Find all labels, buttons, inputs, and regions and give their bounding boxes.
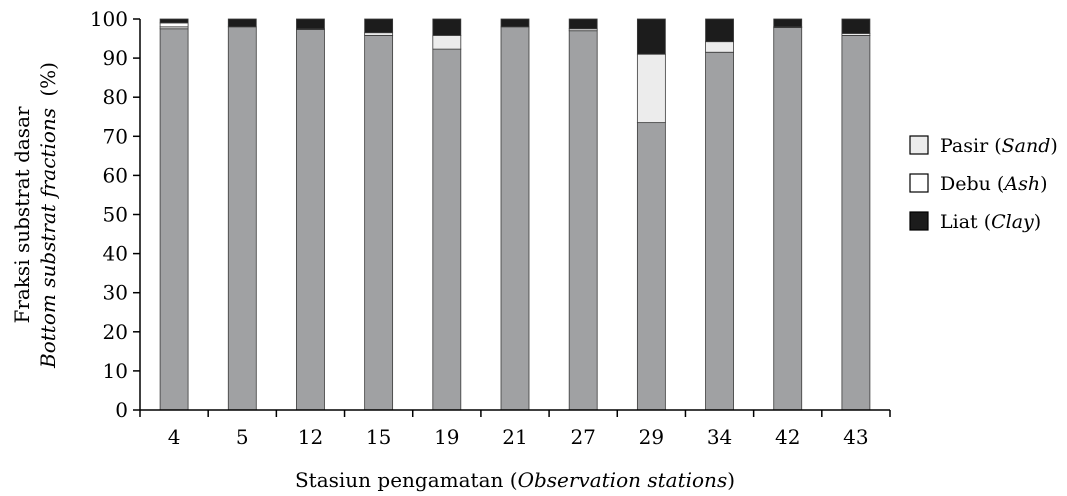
bar-segment-grey-34 (705, 51, 734, 411)
y-axis-title: Fraksi substrat dasar Bottom substrat fr… (10, 62, 60, 369)
bar-segment-sand-19 (432, 35, 462, 50)
svg-text:Fraksi substrat dasar: Fraksi substrat dasar (10, 106, 34, 324)
bar-segment-clay-15 (364, 18, 394, 34)
bar-segment-clay-4 (159, 18, 189, 24)
legend-label-ash: Debu (Ash) (940, 173, 1047, 195)
legend-swatch-ash (909, 173, 929, 193)
x-tick-label-29: 29 (639, 425, 664, 449)
bar-segment-clay-12 (296, 18, 325, 30)
x-tick-label-21: 21 (502, 425, 527, 449)
y-ticks-layer: 0 10 20 30 40 50 60 70 80 90 100 (90, 7, 140, 422)
y-tick-label-0: 0 (115, 398, 128, 422)
legend: Pasir (Sand) Debu (Ash) Liat (Clay) (909, 135, 1058, 233)
bar-segment-grey-21 (500, 26, 530, 411)
y-tick-label-60: 60 (103, 163, 128, 187)
bar-segment-grey-5 (227, 26, 257, 411)
bar-segment-grey-15 (364, 35, 394, 411)
y-axis-title-line1: Fraksi substrat dasar (10, 106, 34, 324)
bar-segment-grey-19 (432, 48, 462, 411)
y-tick-label-40: 40 (103, 242, 128, 266)
x-tick-label-12: 12 (298, 425, 323, 449)
x-tick-label-27: 27 (570, 425, 595, 449)
bar-segment-grey-4 (159, 28, 189, 411)
legend-swatch-clay (909, 211, 929, 231)
bar-segment-clay-21 (500, 18, 530, 28)
y-axis-title-line2: Bottom substrat fractions (36, 108, 60, 369)
bar-segment-grey-42 (773, 27, 803, 411)
bar-segment-sand-34 (705, 41, 734, 53)
bar-segment-grey-12 (296, 29, 325, 411)
y-tick-label-10: 10 (103, 359, 128, 383)
legend-swatch-sand (909, 135, 929, 155)
y-tick-label-30: 30 (103, 281, 128, 305)
bar-segment-grey-27 (568, 30, 598, 411)
svg-text:Bottom substrat fractions: Bottom substrat fractions (%) (36, 62, 60, 369)
bar-segment-sand-15 (364, 32, 394, 36)
bar-segment-clay-34 (705, 18, 734, 43)
bars-layer (159, 18, 871, 411)
x-tick-label-4: 4 (168, 425, 181, 449)
x-tick-label-43: 43 (843, 425, 868, 449)
y-tick-label-80: 80 (103, 85, 128, 109)
x-tick-label-19: 19 (434, 425, 459, 449)
bar-segment-grey-43 (841, 35, 871, 411)
bar-segment-clay-29 (636, 18, 666, 55)
x-tick-label-42: 42 (775, 425, 800, 449)
y-axis-title-unit: (%) (36, 62, 60, 97)
y-tick-label-50: 50 (103, 203, 128, 227)
legend-label-sand: Pasir (Sand) (940, 135, 1058, 157)
y-tick-label-70: 70 (103, 124, 128, 148)
x-tick-label-34: 34 (707, 425, 732, 449)
x-axis-title: Stasiun pengamatan (Observation stations… (295, 468, 735, 492)
bar-segment-clay-42 (773, 18, 803, 28)
x-axis-title-main: Stasiun pengamatan (295, 468, 510, 492)
x-axis-title-en: Observation stations (518, 468, 728, 492)
bar-segment-clay-5 (227, 18, 257, 28)
y-tick-label-100: 100 (90, 7, 128, 31)
bar-segment-grey-29 (636, 122, 666, 411)
y-tick-label-90: 90 (103, 46, 128, 70)
x-tick-label-5: 5 (236, 425, 249, 449)
bar-segment-clay-19 (432, 18, 462, 36)
x-tick-label-15: 15 (366, 425, 391, 449)
bar-segment-sand-29 (636, 53, 666, 124)
legend-label-clay: Liat (Clay) (940, 211, 1041, 233)
bar-segment-ash-4 (159, 22, 189, 28)
y-tick-label-20: 20 (103, 320, 128, 344)
bar-segment-clay-43 (841, 18, 871, 34)
x-ticks-layer: 4 5 12 15 19 21 27 29 34 42 43 (139, 410, 891, 449)
bar-segment-clay-27 (568, 18, 598, 30)
